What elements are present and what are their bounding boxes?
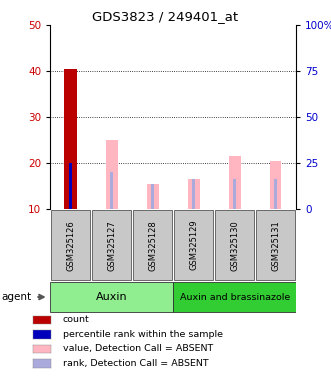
FancyBboxPatch shape bbox=[92, 210, 131, 280]
Text: GSM325128: GSM325128 bbox=[148, 220, 157, 271]
FancyBboxPatch shape bbox=[174, 210, 213, 280]
FancyBboxPatch shape bbox=[50, 282, 173, 312]
Text: Auxin: Auxin bbox=[96, 292, 128, 302]
Bar bbox=[188, 179, 200, 209]
Bar bbox=[274, 179, 277, 209]
Bar bbox=[229, 156, 241, 209]
Text: GSM325126: GSM325126 bbox=[66, 220, 75, 271]
FancyBboxPatch shape bbox=[51, 210, 90, 280]
Text: rank, Detection Call = ABSENT: rank, Detection Call = ABSENT bbox=[63, 359, 209, 368]
Bar bbox=[192, 179, 195, 209]
Bar bbox=[233, 179, 236, 209]
Bar bbox=[106, 140, 118, 209]
Text: agent: agent bbox=[2, 292, 32, 302]
Text: GSM325130: GSM325130 bbox=[230, 220, 239, 271]
Text: Auxin and brassinazole: Auxin and brassinazole bbox=[180, 293, 290, 301]
FancyBboxPatch shape bbox=[133, 210, 172, 280]
Bar bbox=[270, 161, 281, 209]
Bar bbox=[110, 172, 114, 209]
Text: GSM325129: GSM325129 bbox=[189, 220, 198, 270]
Text: GSM325131: GSM325131 bbox=[271, 220, 280, 271]
Text: GDS3823 / 249401_at: GDS3823 / 249401_at bbox=[92, 10, 239, 23]
Text: percentile rank within the sample: percentile rank within the sample bbox=[63, 329, 223, 339]
Bar bbox=[151, 184, 155, 209]
Text: GSM325127: GSM325127 bbox=[107, 220, 116, 271]
FancyBboxPatch shape bbox=[215, 210, 255, 280]
Text: value, Detection Call = ABSENT: value, Detection Call = ABSENT bbox=[63, 344, 213, 353]
Bar bbox=[64, 69, 77, 209]
Text: count: count bbox=[63, 315, 90, 324]
Bar bbox=[147, 184, 159, 209]
FancyBboxPatch shape bbox=[173, 282, 296, 312]
FancyBboxPatch shape bbox=[256, 210, 296, 280]
Bar bbox=[69, 163, 72, 209]
